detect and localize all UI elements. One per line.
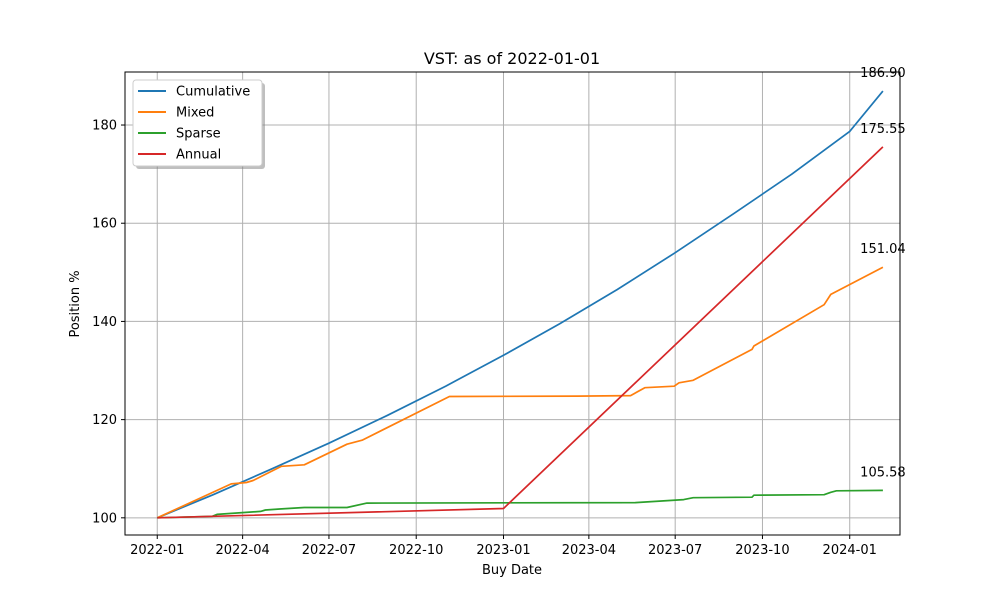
legend-items: Cumulative Mixed Sparse Annual [138,85,250,163]
series-line-cumulative [156,90,884,519]
y-tick-label: 160 [92,217,117,232]
x-tick-label: 2022-04 [215,543,269,558]
tick-layer: 2022-01 2022-04 2022-07 2022-10 2023-01 2023-… [92,119,877,558]
series-line-mixed [156,266,884,519]
legend: Cumulative Mixed Sparse Annual [132,79,265,169]
legend-label-annual: Annual [176,148,221,163]
grid-layer [125,72,900,535]
legend-box [132,79,263,167]
x-tick-label: 2022-01 [130,543,184,558]
legend-label-mixed: Mixed [176,106,214,121]
plot-frame [124,71,901,536]
x-tick-label: 2023-07 [648,543,702,558]
x-tick-label: 2022-07 [302,543,356,558]
x-tick-label: 2022-10 [389,543,443,558]
y-axis-label: Position % [68,270,83,337]
legend-label-cumulative: Cumulative [176,85,250,100]
chart-title: VST: as of 2022-01-01 [424,49,600,68]
y-tick-label: 120 [92,413,117,428]
end-label-annual: 175.55 [860,122,906,137]
series-layer [156,90,884,519]
y-tick-label: 180 [92,119,117,134]
legend-label-sparse: Sparse [176,127,221,142]
end-label-cumulative: 186.90 [860,66,906,81]
series-line-annual [157,146,884,519]
series-line-sparse [157,489,883,519]
x-tick-label: 2023-04 [562,543,616,558]
x-tick-label: 2023-10 [735,543,789,558]
x-axis-label: Buy Date [482,563,542,578]
y-tick-label: 100 [92,511,117,526]
x-tick-label: 2023-01 [476,543,530,558]
end-label-mixed: 151.04 [860,242,906,257]
y-tick-label: 140 [92,315,117,330]
end-label-layer: 186.90 151.04 105.58 175.55 [860,66,906,480]
x-tick-label: 2024-01 [823,543,877,558]
end-label-sparse: 105.58 [860,465,906,480]
